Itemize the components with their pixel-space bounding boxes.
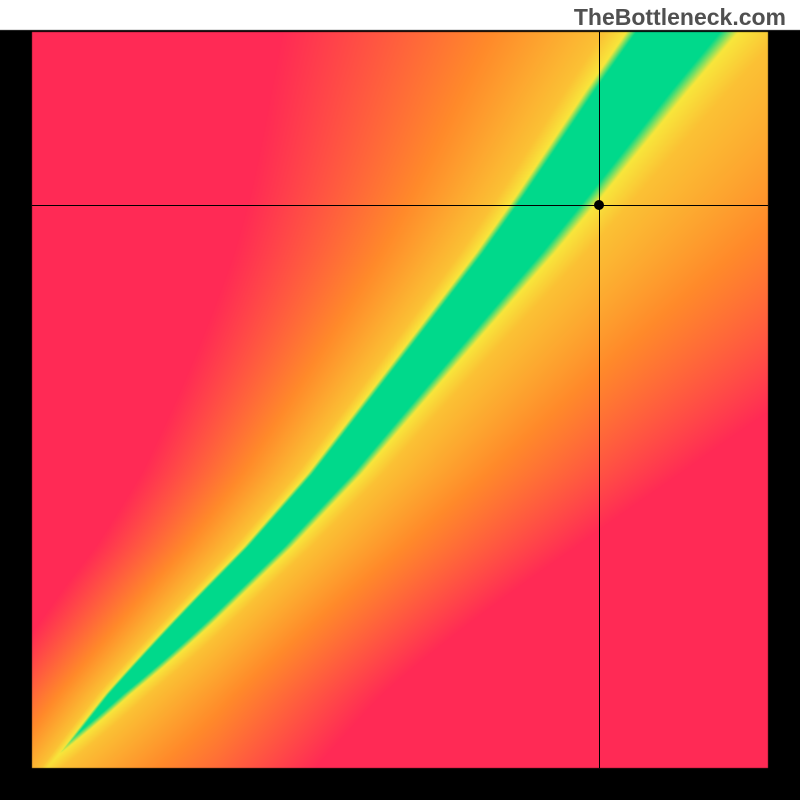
- crosshair-horizontal: [32, 205, 768, 206]
- crosshair-marker: [594, 200, 604, 210]
- watermark-text: TheBottleneck.com: [574, 4, 786, 31]
- crosshair-vertical: [599, 32, 600, 768]
- heatmap-canvas: [0, 0, 800, 800]
- chart-container: TheBottleneck.com: [0, 0, 800, 800]
